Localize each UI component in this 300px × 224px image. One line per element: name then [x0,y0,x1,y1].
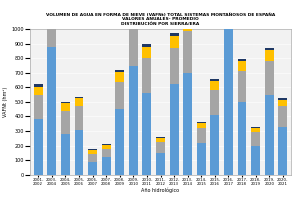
Bar [88,149,97,150]
Bar [61,102,70,103]
Y-axis label: VAFNt (hm³): VAFNt (hm³) [4,87,8,117]
Bar [251,128,260,132]
Bar [102,157,110,175]
Bar [183,17,192,30]
Bar [278,98,287,100]
Bar [238,58,247,61]
Bar [197,143,206,175]
X-axis label: Año hidrológico: Año hidrológico [141,187,180,193]
Bar [251,127,260,128]
Bar [47,0,56,47]
Bar [102,145,110,149]
Bar [278,127,287,175]
Bar [34,95,43,119]
Bar [102,144,110,145]
Bar [170,36,178,48]
Bar [265,61,274,95]
Bar [238,71,247,102]
Bar [74,106,83,129]
Bar [115,109,124,175]
Bar [74,98,83,106]
Bar [265,50,274,61]
Bar [61,134,70,175]
Bar [142,58,151,93]
Bar [197,128,206,143]
Bar [170,84,178,175]
Bar [142,47,151,58]
Bar [74,129,83,175]
Bar [278,106,287,127]
Bar [142,44,151,47]
Bar [238,102,247,175]
Bar [34,87,43,95]
Bar [197,123,206,128]
Bar [88,154,97,162]
Bar [156,138,165,142]
Bar [129,65,138,175]
Bar [88,162,97,175]
Bar [142,93,151,175]
Bar [34,84,43,87]
Bar [183,73,192,175]
Bar [251,146,260,175]
Bar [265,95,274,175]
Bar [251,133,260,146]
Bar [211,81,219,90]
Bar [170,33,178,36]
Bar [156,153,165,175]
Bar [129,4,138,19]
Bar [183,13,192,17]
Bar [197,122,206,123]
Bar [88,150,97,154]
Bar [115,72,124,82]
Bar [34,119,43,175]
Bar [265,48,274,50]
Bar [211,90,219,115]
Bar [74,97,83,98]
Bar [183,30,192,73]
Bar [238,61,247,71]
Bar [170,48,178,84]
Bar [129,19,138,65]
Bar [224,0,233,175]
Bar [211,115,219,175]
Title: VOLUMEN DE AGUA EN FORMA DE NIEVE (VAFNt) TOTAL SISTEMAS MONTAÑOSOS DE ESPAÑA
VA: VOLUMEN DE AGUA EN FORMA DE NIEVE (VAFNt… [46,13,275,26]
Bar [61,111,70,134]
Bar [115,70,124,72]
Bar [156,137,165,138]
Bar [156,142,165,153]
Bar [278,100,287,106]
Bar [211,79,219,81]
Bar [47,47,56,175]
Bar [102,149,110,157]
Bar [129,0,138,4]
Bar [115,82,124,109]
Bar [61,103,70,111]
